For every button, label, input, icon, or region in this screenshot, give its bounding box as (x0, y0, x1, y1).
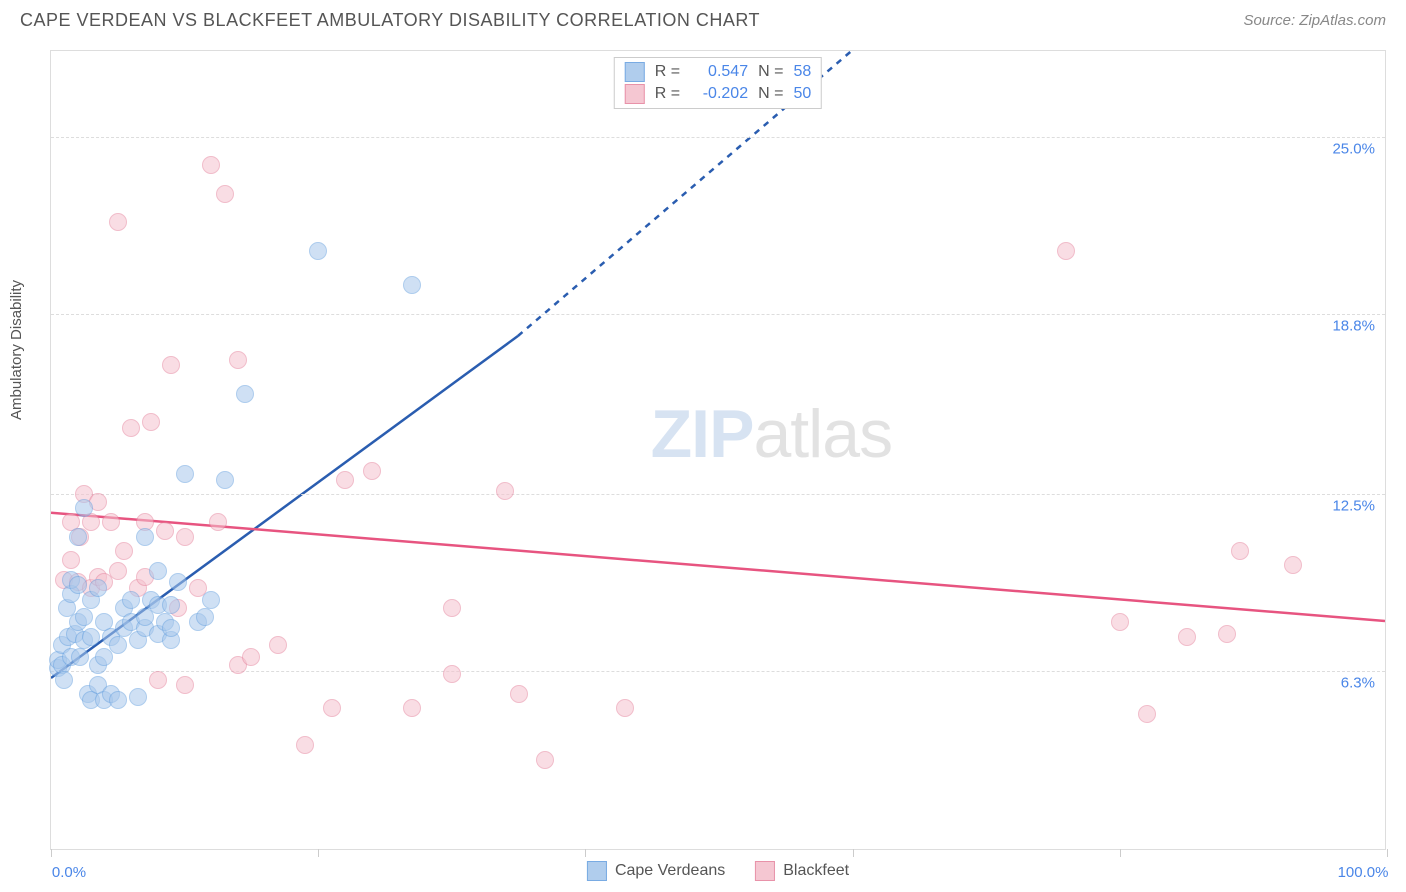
point-blackfeet (216, 185, 234, 203)
point-blackfeet (202, 156, 220, 174)
point-cape-verdeans (236, 385, 254, 403)
x-tick-label: 100.0% (1338, 864, 1389, 881)
x-tick (51, 849, 52, 857)
point-blackfeet (176, 676, 194, 694)
point-blackfeet (1111, 613, 1129, 631)
point-cape-verdeans (82, 628, 100, 646)
grid-line (51, 494, 1385, 495)
point-cape-verdeans (109, 636, 127, 654)
point-cape-verdeans (202, 591, 220, 609)
point-blackfeet (1284, 556, 1302, 574)
x-tick (585, 849, 586, 857)
point-blackfeet (536, 751, 554, 769)
point-cape-verdeans (69, 576, 87, 594)
x-tick (853, 849, 854, 857)
point-blackfeet (336, 471, 354, 489)
point-blackfeet (176, 528, 194, 546)
point-cape-verdeans (109, 691, 127, 709)
point-blackfeet (142, 413, 160, 431)
point-blackfeet (1231, 542, 1249, 560)
point-blackfeet (443, 665, 461, 683)
point-blackfeet (296, 736, 314, 754)
legend-row-blackfeet: R = -0.202 N = 50 (625, 84, 811, 104)
point-blackfeet (269, 636, 287, 654)
x-tick (1387, 849, 1388, 857)
trend-lines (51, 51, 1385, 849)
point-blackfeet (109, 213, 127, 231)
correlation-legend: R = 0.547 N = 58 R = -0.202 N = 50 (614, 57, 822, 109)
point-blackfeet (616, 699, 634, 717)
point-blackfeet (1138, 705, 1156, 723)
point-cape-verdeans (69, 528, 87, 546)
y-tick-label: 6.3% (1341, 675, 1375, 692)
source-label: Source: ZipAtlas.com (1243, 12, 1386, 29)
point-cape-verdeans (136, 528, 154, 546)
point-blackfeet (209, 513, 227, 531)
point-blackfeet (109, 562, 127, 580)
x-tick (318, 849, 319, 857)
point-blackfeet (242, 648, 260, 666)
chart-title: CAPE VERDEAN VS BLACKFEET AMBULATORY DIS… (20, 10, 760, 31)
point-blackfeet (229, 351, 247, 369)
point-blackfeet (102, 513, 120, 531)
n-value-blackfeet: 50 (793, 85, 811, 103)
point-cape-verdeans (75, 608, 93, 626)
y-axis-label: Ambulatory Disability (8, 280, 25, 420)
point-cape-verdeans (89, 579, 107, 597)
point-cape-verdeans (122, 591, 140, 609)
grid-line (51, 671, 1385, 672)
point-blackfeet (403, 699, 421, 717)
n-value-cape-verdeans: 58 (793, 63, 811, 81)
point-cape-verdeans (55, 671, 73, 689)
point-cape-verdeans (216, 471, 234, 489)
point-cape-verdeans (176, 465, 194, 483)
legend-item-blackfeet: Blackfeet (755, 861, 849, 881)
x-tick-label: 0.0% (52, 864, 86, 881)
point-cape-verdeans (196, 608, 214, 626)
point-blackfeet (115, 542, 133, 560)
point-blackfeet (162, 356, 180, 374)
swatch-blackfeet (625, 84, 645, 104)
series-legend: Cape Verdeans Blackfeet (587, 861, 849, 881)
legend-row-cape-verdeans: R = 0.547 N = 58 (625, 62, 811, 82)
point-blackfeet (510, 685, 528, 703)
point-cape-verdeans (162, 596, 180, 614)
point-cape-verdeans (169, 573, 187, 591)
point-blackfeet (1218, 625, 1236, 643)
point-blackfeet (156, 522, 174, 540)
point-blackfeet (443, 599, 461, 617)
swatch-cape-verdeans (587, 861, 607, 881)
y-tick-label: 12.5% (1332, 497, 1375, 514)
y-tick-label: 18.8% (1332, 317, 1375, 334)
point-cape-verdeans (403, 276, 421, 294)
grid-line (51, 137, 1385, 138)
y-tick-label: 25.0% (1332, 140, 1375, 157)
swatch-blackfeet (755, 861, 775, 881)
point-blackfeet (1057, 242, 1075, 260)
point-cape-verdeans (71, 648, 89, 666)
watermark: ZIPatlas (651, 395, 892, 473)
swatch-cape-verdeans (625, 62, 645, 82)
point-cape-verdeans (162, 619, 180, 637)
legend-item-cape-verdeans: Cape Verdeans (587, 861, 725, 881)
point-cape-verdeans (309, 242, 327, 260)
point-cape-verdeans (149, 562, 167, 580)
r-value-blackfeet: -0.202 (690, 85, 748, 103)
point-blackfeet (1178, 628, 1196, 646)
point-blackfeet (149, 671, 167, 689)
point-blackfeet (122, 419, 140, 437)
point-blackfeet (363, 462, 381, 480)
point-blackfeet (496, 482, 514, 500)
scatter-chart: ZIPatlas R = 0.547 N = 58 R = -0.202 N =… (50, 50, 1386, 850)
point-blackfeet (62, 551, 80, 569)
point-blackfeet (323, 699, 341, 717)
point-cape-verdeans (75, 499, 93, 517)
point-cape-verdeans (129, 688, 147, 706)
grid-line (51, 314, 1385, 315)
x-tick (1120, 849, 1121, 857)
r-value-cape-verdeans: 0.547 (690, 63, 748, 81)
